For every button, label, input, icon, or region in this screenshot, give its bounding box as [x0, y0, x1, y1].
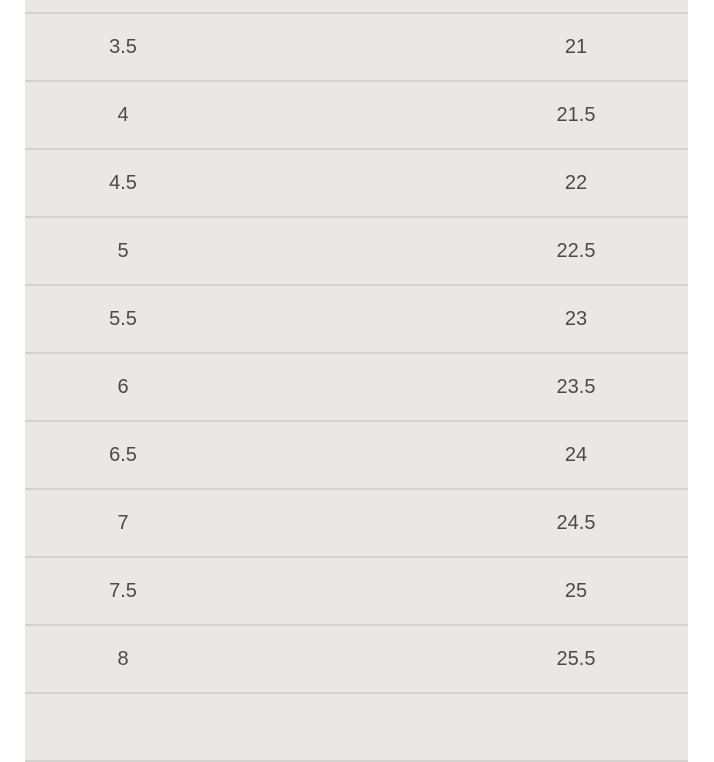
size-cell-2: 23.5: [556, 376, 596, 398]
table-row: 3.5 21: [25, 14, 688, 82]
size-cell: [23, 0, 223, 12]
size-cell: 6: [117, 376, 129, 398]
table-row: 5 22.5: [25, 218, 688, 286]
size-cell: 7.5: [109, 580, 137, 602]
size-cell-2: 25: [564, 580, 588, 602]
size-cell: 3.5: [109, 36, 137, 58]
size-cell-2: 22: [564, 172, 588, 194]
table-row: 6.5 24: [25, 422, 688, 490]
size-cell-2: 24: [564, 444, 588, 466]
table-row: 4 21.5: [25, 82, 688, 150]
table-row: 7 24.5: [25, 490, 688, 558]
size-cell-2: 24.5: [556, 512, 596, 534]
table-row: 7.5 25: [25, 558, 688, 626]
size-cell: 5: [117, 240, 129, 262]
size-cell-2: 22.5: [556, 240, 596, 262]
table-row: 6 23.5: [25, 354, 688, 422]
size-cell-2: 21.5: [556, 104, 596, 126]
table-row: 4.5 22: [25, 150, 688, 218]
table-row: [25, 694, 688, 762]
size-cell-2: 21: [564, 36, 588, 58]
table-row: 8 25.5: [25, 626, 688, 694]
size-cell: 4: [117, 104, 129, 126]
size-cell-2: 25.5: [556, 648, 596, 670]
size-cell-2: [476, 694, 676, 760]
size-cell: 6.5: [109, 444, 137, 466]
size-cell: 4.5: [109, 172, 137, 194]
size-cell: [23, 694, 223, 760]
size-cell-2: [476, 0, 676, 12]
size-cell: 5.5: [109, 308, 137, 330]
size-cell-2: 23: [564, 308, 588, 330]
size-cell: 7: [117, 512, 129, 534]
size-table: 3.5 21 4 21.5 4.5 22 5 22.5 5.5 23 6 23.5 6.5 24 7 24.5…: [25, 0, 688, 762]
table-row: [25, 0, 688, 14]
size-cell: 8: [117, 648, 129, 670]
table-row: 5.5 23: [25, 286, 688, 354]
